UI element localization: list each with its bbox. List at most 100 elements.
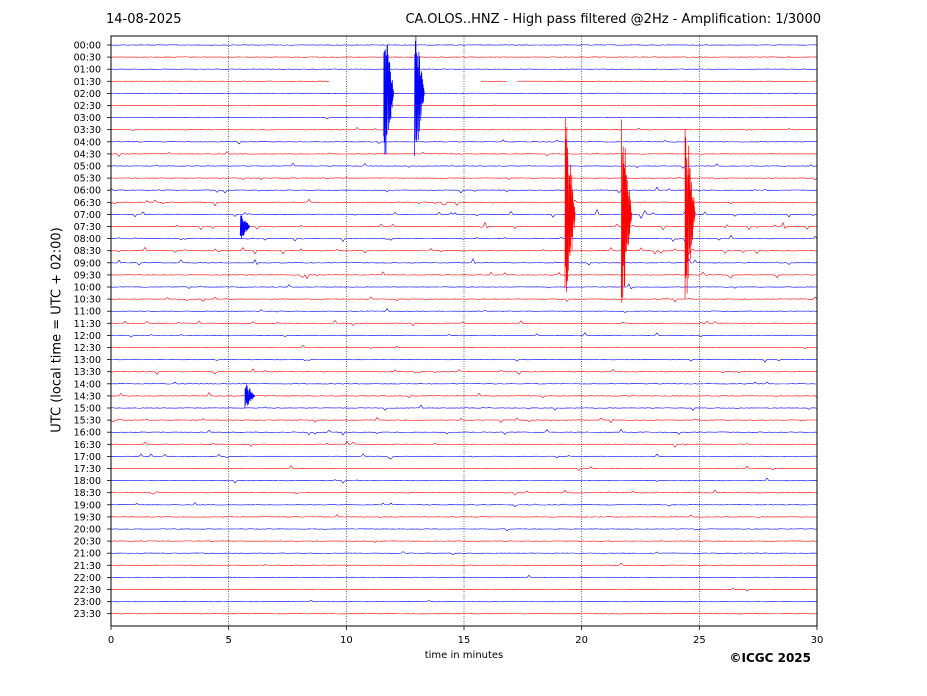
row-label: 00:00 [74,41,101,52]
trace-0330 [110,127,818,131]
x-tick-label: 10 [340,635,353,646]
large-event [239,215,251,239]
x-tick-label: 30 [811,635,824,646]
trace-0030 [110,56,818,58]
large-event [414,35,425,157]
trace-0800 [110,234,818,243]
x-axis-label: time in minutes [424,650,504,661]
date-label: 14-08-2025 [106,12,182,27]
trace-1230 [110,344,818,350]
row-label: 04:30 [74,149,101,160]
row-label: 01:30 [74,77,101,88]
row-label: 06:00 [74,186,101,197]
row-label: 14:00 [74,379,101,390]
trace-1330 [110,368,818,375]
row-label: 17:00 [74,452,101,463]
trace-1000 [110,283,818,290]
trace-2200 [110,574,818,578]
row-label: 20:00 [74,525,101,536]
trace-1900 [110,502,818,507]
trace-0230 [110,104,818,107]
row-label: 03:30 [74,125,101,136]
trace-2230 [110,587,818,592]
trace-0000 [110,44,818,46]
row-label: 13:30 [74,367,101,378]
trace-0530 [111,176,818,181]
row-label: 13:00 [74,355,101,366]
row-label: 07:30 [74,222,101,233]
trace-1400 [110,381,817,385]
row-label: 03:00 [74,113,101,124]
trace-0700 [110,208,818,219]
trace-0730 [110,221,818,231]
trace-1830 [110,489,818,496]
row-label: 10:00 [74,283,101,294]
trace-0600 [110,186,818,194]
row-label: 16:30 [74,440,101,451]
row-label: 11:30 [74,319,101,330]
trace-1030 [110,296,818,303]
row-label: 18:30 [74,488,101,499]
trace-0130 [110,80,818,82]
row-label: 04:00 [74,137,101,148]
trace-1700 [110,453,818,460]
row-label: 21:00 [74,549,101,560]
row-label: 22:30 [74,585,101,596]
x-tick-label: 20 [575,635,588,646]
trace-0900 [110,258,818,266]
x-tick-label: 5 [225,635,231,646]
trace-0830 [110,246,818,255]
row-label: 15:30 [74,416,101,427]
row-label: 22:00 [74,573,101,584]
trace-2100 [110,551,818,556]
x-tick-label: 25 [693,635,706,646]
row-label: 09:30 [74,270,101,281]
trace-2300 [110,600,818,603]
row-label: 21:30 [74,561,101,572]
large-event [621,119,633,303]
row-label: 20:30 [74,537,101,548]
trace-1530 [110,417,818,424]
row-label: 06:30 [74,198,101,209]
trace-0100 [110,68,818,70]
row-label: 14:30 [74,391,101,402]
row-label: 08:30 [74,246,101,257]
trace-0500 [110,162,818,169]
chart-title: CA.OLOS..HNZ - High pass filtered @2Hz -… [405,12,821,27]
row-label: 12:30 [74,343,101,354]
trace-0430 [110,151,818,157]
row-label: 10:30 [74,295,101,306]
row-label: 23:30 [74,609,101,620]
trace-1300 [110,358,818,363]
row-label: 05:00 [74,162,101,173]
trace-1100 [110,308,818,313]
trace-0300 [110,116,818,120]
row-label: 19:00 [74,500,101,511]
trace-2330 [110,613,818,615]
row-label: 09:00 [74,258,101,269]
row-label: 02:00 [74,89,101,100]
row-label: 07:00 [74,210,101,221]
row-label: 11:00 [74,307,101,318]
trace-2130 [110,562,818,566]
row-label: 08:00 [74,234,101,245]
trace-0630 [110,198,818,207]
trace-1600 [110,428,818,436]
trace-0200 [110,92,818,94]
trace-1500 [110,404,818,411]
trace-2030 [110,540,818,543]
trace-1130 [110,319,818,327]
trace-0400 [110,139,818,145]
row-label: 02:30 [74,101,101,112]
row-label: 12:00 [74,331,101,342]
row-label: 05:30 [74,174,101,185]
row-label: 15:00 [74,404,101,415]
row-label: 00:30 [74,53,101,64]
row-label: 17:30 [74,464,101,475]
trace-1800 [110,477,818,484]
copyright-credit: ©ICGC 2025 [729,651,811,665]
trace-1930 [110,514,818,519]
row-label: 18:00 [74,476,101,487]
large-event [244,384,256,409]
row-label: 01:00 [74,65,101,76]
